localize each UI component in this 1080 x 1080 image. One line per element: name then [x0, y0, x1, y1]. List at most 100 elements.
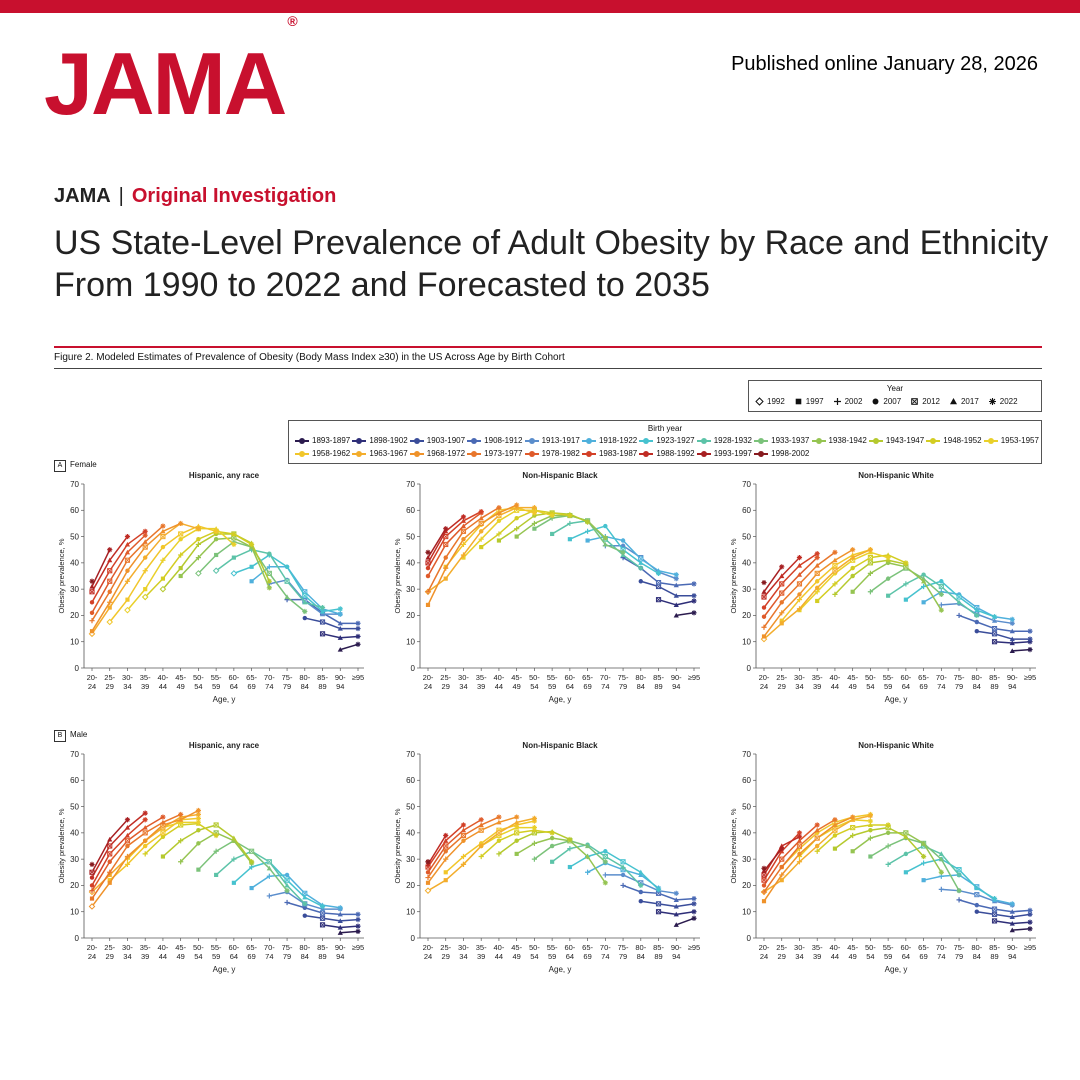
- data-point-marker: [284, 882, 290, 888]
- data-point-marker: [814, 848, 820, 854]
- data-point-marker: [160, 830, 166, 836]
- x-tick-label: 70-74: [600, 673, 611, 691]
- data-point-marker: [443, 565, 449, 571]
- data-point-marker: [125, 843, 130, 849]
- x-tick-label: 40-44: [494, 673, 505, 691]
- data-point-marker: [796, 606, 803, 612]
- plus-marker-shape: [833, 398, 841, 405]
- data-point-marker: [160, 834, 166, 840]
- x-tick-label: 25-29: [776, 673, 787, 691]
- data-point-marker: [638, 882, 644, 889]
- data-point-marker: [266, 873, 272, 879]
- data-point-marker: [249, 848, 255, 854]
- x-tick-label: 40-44: [830, 943, 841, 961]
- x-tick-label: 60-64: [900, 943, 911, 961]
- data-point-marker: [478, 515, 484, 521]
- data-point-marker: [832, 822, 838, 828]
- cohort-series-line: [587, 535, 677, 576]
- data-point-marker: [549, 512, 555, 519]
- cohort-series-line: [427, 504, 517, 606]
- y-tick-label: 40: [70, 829, 79, 838]
- data-point-marker: [673, 922, 679, 927]
- data-point-marker: [602, 853, 608, 860]
- data-point-marker: [142, 539, 148, 544]
- data-point-marker: [850, 573, 855, 579]
- data-point-marker: [443, 541, 449, 548]
- x-tick-label: 35-39: [476, 673, 487, 691]
- cohort-series-line: [462, 509, 553, 559]
- x-tick-label: 75-79: [954, 673, 965, 691]
- cohort-series-line: [763, 824, 818, 886]
- birth-year-legend-label: 1943-1947: [885, 436, 925, 445]
- birth-year-legend-item: 1958-1962: [295, 449, 352, 458]
- data-point-marker: [974, 892, 980, 898]
- data-point-marker: [673, 911, 679, 917]
- panel-a-label: A Female: [54, 460, 97, 472]
- data-point-marker: [620, 549, 626, 555]
- data-point-marker: [921, 860, 927, 866]
- birth-year-legend-item: 1983-1987: [581, 449, 639, 458]
- y-tick-label: 10: [742, 638, 751, 647]
- cohort-series-line: [91, 549, 111, 587]
- data-point-marker: [779, 610, 785, 616]
- data-point-marker: [124, 861, 131, 867]
- data-point-marker: [302, 894, 308, 900]
- data-point-marker: [124, 817, 131, 823]
- panel-b-letter: B: [54, 730, 66, 742]
- data-point-marker: [195, 819, 201, 825]
- cohort-series-line: [763, 553, 818, 608]
- y-tick-label: 10: [742, 908, 751, 917]
- data-point-marker: [461, 536, 466, 542]
- x-tick-label: 55-59: [883, 943, 894, 961]
- x-tick-label: 30-34: [122, 673, 133, 691]
- data-point-marker: [160, 854, 166, 859]
- cohort-series-line: [569, 850, 660, 890]
- data-point-marker: [425, 555, 431, 560]
- cohort-swatch-icon: [295, 437, 309, 445]
- data-point-marker: [850, 552, 856, 558]
- data-point-marker: [284, 877, 290, 883]
- data-point-marker: [142, 817, 148, 823]
- data-point-marker: [89, 861, 95, 867]
- data-point-marker: [602, 535, 608, 541]
- data-point-marker: [514, 502, 520, 508]
- data-point-marker: [549, 835, 555, 841]
- x-tick-label: 40-44: [830, 673, 841, 691]
- data-point-marker: [319, 608, 326, 614]
- data-point-marker: [89, 888, 95, 894]
- x-tick-label: 90-94: [671, 673, 682, 691]
- data-point-marker: [319, 910, 326, 916]
- y-tick-label: 0: [411, 664, 416, 673]
- cohort-series-line: [676, 917, 695, 926]
- data-point-marker: [178, 811, 184, 818]
- x-tick-label: 65-69: [246, 943, 257, 961]
- data-point-marker: [903, 834, 909, 839]
- birth-year-legend-label: 1998-2002: [771, 449, 810, 458]
- data-point-marker: [88, 903, 96, 910]
- data-point-marker: [691, 598, 697, 604]
- data-point-marker: [761, 594, 767, 600]
- data-point-marker: [655, 579, 662, 586]
- y-tick-label: 0: [75, 934, 80, 943]
- data-point-marker: [478, 817, 484, 823]
- data-point-marker: [302, 593, 308, 599]
- data-point-marker: [867, 555, 873, 561]
- data-point-marker: [89, 869, 95, 875]
- data-point-marker: [107, 589, 112, 594]
- data-point-marker: [603, 523, 608, 529]
- birth-year-legend-label: 1933-1937: [771, 436, 810, 445]
- data-point-marker: [956, 888, 962, 894]
- data-point-marker: [1009, 640, 1015, 646]
- data-point-marker: [355, 923, 361, 929]
- data-point-marker: [460, 518, 467, 523]
- data-point-marker: [142, 838, 148, 843]
- x-tick-label: 20-24: [423, 673, 434, 691]
- data-point-marker: [266, 570, 272, 576]
- x-tick-label: ≥95: [1024, 673, 1036, 682]
- cohort-series-line: [91, 813, 181, 899]
- data-point-marker: [284, 872, 290, 878]
- x-tick-label: 90-94: [1007, 673, 1018, 691]
- data-point-marker: [425, 880, 431, 885]
- y-tick-label: 40: [70, 559, 79, 568]
- data-point-marker: [903, 870, 908, 875]
